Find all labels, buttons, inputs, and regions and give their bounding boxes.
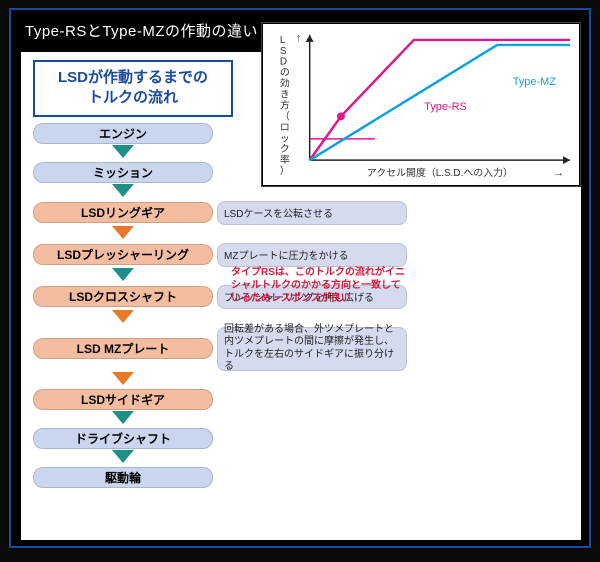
flow-arrow-row [33,372,213,388]
flow-node: LSDサイドギア [33,389,213,410]
flow-node: LSDリングギア [33,202,213,223]
flow-node: 駆動輪 [33,467,213,488]
down-arrow-icon [112,310,134,323]
flow-node: LSDプレッシャーリング [33,244,213,265]
svg-text:Type-RS: Type-RS [424,101,467,113]
flow-arrow-row [33,310,213,326]
flow-node: LSD MZプレート [33,338,213,359]
flow-heading-line2: トルクの流れ [88,89,178,106]
inner-panel: LSDが作動するまでの トルクの流れ エンジンミッション LSDリングギアLSDケ… [21,52,581,540]
flow-row: LSD MZプレート回転差がある場合、外ツメプレートと内ツメプレートの間に摩擦が… [33,327,413,371]
flow-row: 駆動輪 [33,467,413,488]
flow-arrow-row [33,411,213,427]
flow-row: LSDプレッシャーリングMZプレートに圧力をかける [33,243,413,267]
flow-node-note: MZプレートに圧力をかける [217,243,407,267]
flow-arrow-row [33,450,213,466]
down-arrow-icon [112,411,134,424]
flow-heading: LSDが作動するまでの トルクの流れ [33,60,233,117]
flow-node: LSDクロスシャフト [33,286,213,307]
svg-text:↑: ↑ [296,32,301,44]
flow-node-note: LSDケースを公転させる [217,201,407,225]
flow-arrow-row [33,226,213,242]
down-arrow-icon [112,268,134,281]
flow-node: ドライブシャフト [33,428,213,449]
svg-text:アクセル開度（L.S.D.への入力）: アクセル開度（L.S.D.への入力） [367,166,513,179]
flow-row: ドライブシャフト [33,428,413,449]
down-arrow-icon [112,145,134,158]
down-arrow-icon [112,226,134,239]
flow-arrow-row [33,268,213,284]
flow-row: LSDリングギアLSDケースを公転させる [33,201,413,225]
lsd-chart: Type-RS Type-MZ アクセル開度（L.S.D.への入力） → LSDの効き方… [261,22,581,187]
flow-node-note: 回転差がある場合、外ツメプレートと内ツメプレートの間に摩擦が発生し、トルクを左右… [217,327,407,371]
flow-red-note: タイプRSは、このトルクの流れがイニシャルトルクのかかる方向と一致しているためレ… [231,266,406,305]
chart-svg: Type-RS Type-MZ アクセル開度（L.S.D.への入力） → LSDの効き方… [262,23,580,187]
down-arrow-icon [112,184,134,197]
flow-node: エンジン [33,123,213,144]
down-arrow-icon [112,372,134,385]
flow-heading-line1: LSDが作動するまでの [58,69,208,86]
svg-text:LSDの効き方（ロック率）: LSDの効き方（ロック率） [280,35,290,177]
flow-arrow-row [33,145,213,161]
flow-arrow-row [33,184,213,200]
flow-row: LSDサイドギア [33,389,413,410]
svg-text:Type-MZ: Type-MZ [513,76,556,88]
flow-node: ミッション [33,162,213,183]
svg-text:→: → [553,167,564,179]
diagram-frame: Type-RSとType-MZの作動の違い LSDが作動するまでの トルクの流れ… [9,8,591,548]
down-arrow-icon [112,450,134,463]
